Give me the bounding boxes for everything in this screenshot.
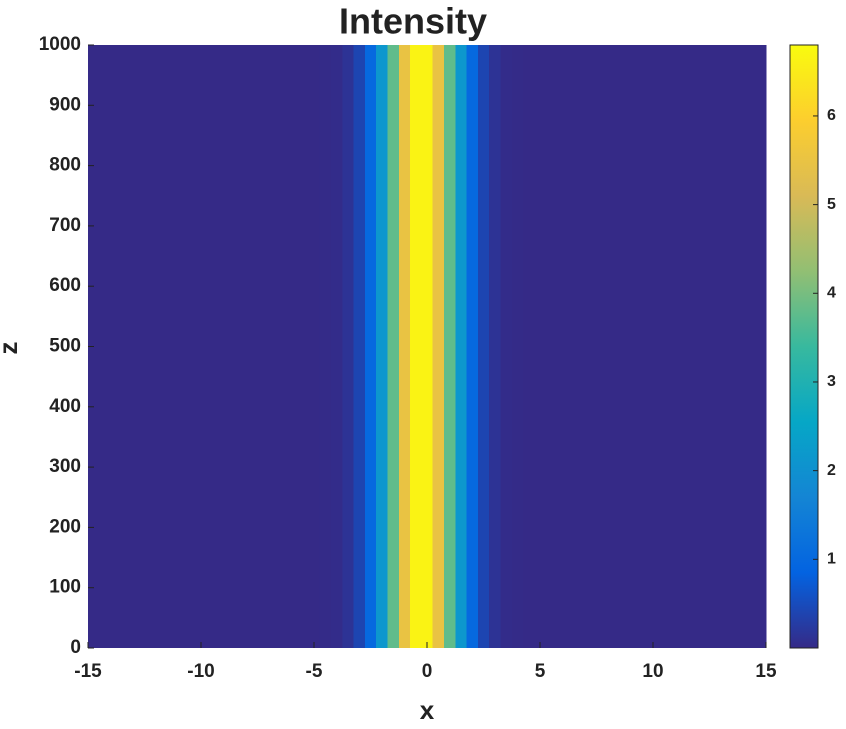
colorbar-tick-label: 5	[827, 196, 836, 213]
heat-cell	[523, 45, 648, 648]
heat-cell	[398, 45, 411, 648]
chart-title: Intensity	[339, 1, 487, 42]
y-tick-label: 800	[49, 155, 81, 176]
y-tick-label: 500	[49, 336, 81, 357]
heat-cell	[353, 45, 366, 648]
y-tick-label: 300	[49, 456, 81, 477]
x-tick-label: -5	[306, 661, 323, 682]
colorbar-tick-label: 3	[827, 373, 836, 390]
heat-cell	[647, 45, 767, 648]
y-tick-label: 1000	[39, 34, 81, 55]
y-axis-label: z	[0, 342, 23, 355]
heat-cell	[342, 45, 355, 648]
heat-cell	[432, 45, 445, 648]
y-tick-label: 900	[49, 94, 81, 115]
heat-cell	[319, 45, 332, 648]
heat-cell	[489, 45, 502, 648]
colorbar-tick-label: 6	[827, 107, 836, 124]
heat-cell	[455, 45, 468, 648]
heat-cell	[511, 45, 524, 648]
heat-cell	[387, 45, 400, 648]
colorbar-tick-label: 1	[827, 551, 836, 568]
heat-cell	[443, 45, 456, 648]
colorbar	[789, 44, 819, 649]
colorbar-tick-label: 2	[827, 462, 836, 479]
heat-cell	[364, 45, 377, 648]
x-tick-label: 5	[535, 661, 546, 682]
y-tick-label: 100	[49, 577, 81, 598]
heat-cell	[477, 45, 490, 648]
y-tick-label: 0	[70, 637, 81, 658]
heat-cell	[421, 45, 434, 648]
x-tick-label: 15	[755, 661, 777, 682]
x-tick-label: -10	[187, 661, 214, 682]
x-tick-label: 0	[422, 661, 433, 682]
x-tick-label: -15	[74, 661, 102, 682]
x-axis-label: x	[420, 695, 435, 725]
heat-cell	[410, 45, 422, 648]
heat-cell	[466, 45, 479, 648]
colorbar-tick-label: 4	[827, 285, 836, 302]
x-tick-label: 10	[642, 661, 663, 682]
y-tick-label: 700	[49, 215, 81, 236]
heat-cell	[88, 45, 202, 648]
y-tick-label: 200	[49, 516, 81, 537]
heat-cell	[201, 45, 321, 648]
heat-cell	[330, 45, 343, 648]
heat-cell	[376, 45, 389, 648]
y-tick-label: 400	[49, 396, 81, 417]
y-tick-label: 600	[49, 275, 81, 296]
heat-cell	[500, 45, 513, 648]
